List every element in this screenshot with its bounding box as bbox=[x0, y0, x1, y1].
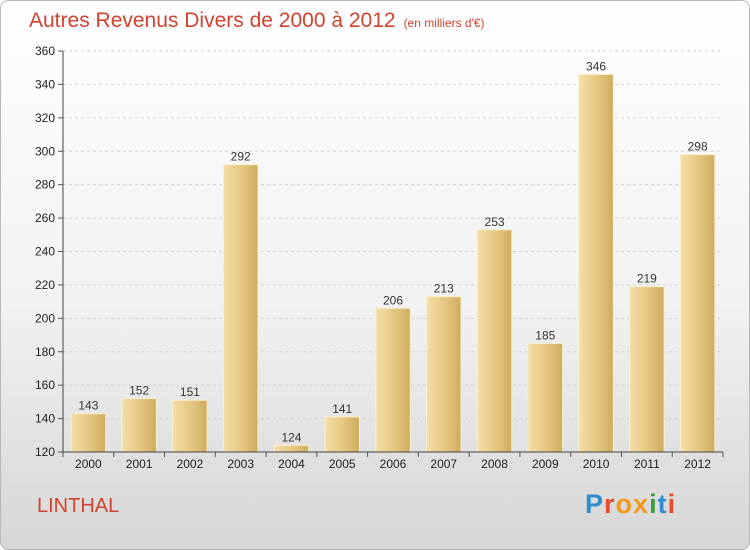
y-tick-label: 260 bbox=[35, 211, 55, 225]
x-tick-label: 2008 bbox=[481, 457, 508, 471]
y-tick-label: 160 bbox=[35, 378, 55, 392]
logo-letter: t bbox=[657, 489, 668, 519]
labels: 120 140 160 180 200 220 240 260 280 300 320 340 360 1… bbox=[35, 44, 711, 471]
y-tick-label: 240 bbox=[35, 245, 55, 259]
bar-2002 bbox=[172, 399, 208, 453]
bar-2012 bbox=[679, 154, 716, 453]
logo-letter: i bbox=[649, 489, 658, 519]
logo-letter: o bbox=[615, 489, 634, 519]
bar-value-label: 213 bbox=[434, 282, 454, 296]
bar-value-label: 253 bbox=[485, 215, 505, 229]
y-tick-label: 120 bbox=[35, 445, 55, 459]
y-tick-label: 300 bbox=[35, 144, 55, 158]
y-tick-label: 340 bbox=[35, 77, 55, 91]
logo-letter: x bbox=[633, 489, 650, 519]
bar-value-label: 206 bbox=[383, 293, 403, 307]
bar-value-label: 219 bbox=[637, 272, 657, 286]
bar-value-label: 141 bbox=[332, 402, 352, 416]
axes bbox=[58, 50, 724, 457]
bar-2000 bbox=[70, 413, 107, 453]
bar-2010 bbox=[578, 73, 614, 453]
bar-2007 bbox=[426, 296, 462, 453]
x-tick-label: 2006 bbox=[380, 457, 407, 471]
x-tick-label: 2001 bbox=[126, 457, 153, 471]
x-tick-label: 2012 bbox=[684, 457, 711, 471]
bar-value-label: 185 bbox=[535, 328, 555, 342]
bar-2006 bbox=[375, 307, 411, 453]
chart-title-text: Autres Revenus Divers de 2000 à 2012 bbox=[29, 9, 396, 32]
x-tick-label: 2003 bbox=[227, 457, 254, 471]
x-tick-label: 2010 bbox=[583, 457, 610, 471]
y-tick-label: 360 bbox=[35, 44, 55, 58]
bar-value-label: 346 bbox=[586, 59, 606, 73]
bars bbox=[70, 73, 716, 453]
place-name: LINTHAL bbox=[37, 495, 120, 517]
chart-subtitle: (en milliers d'€) bbox=[403, 16, 485, 30]
bar-2003 bbox=[222, 164, 259, 453]
bar-2004 bbox=[273, 444, 310, 453]
logo-letter: i bbox=[667, 489, 677, 519]
x-tick-label: 2009 bbox=[532, 457, 559, 471]
x-tick-label: 2007 bbox=[430, 457, 457, 471]
bar-2008 bbox=[476, 229, 513, 453]
bar-value-label: 152 bbox=[129, 384, 149, 398]
bar-value-label: 124 bbox=[281, 430, 301, 444]
chart-title: Autres Revenus Divers de 2000 à 2012 (en … bbox=[29, 9, 485, 33]
proxiti-logo: Proxiti bbox=[585, 489, 676, 520]
bar-value-label: 292 bbox=[231, 150, 251, 164]
bar-value-label: 143 bbox=[78, 399, 98, 413]
x-tick-label: 2005 bbox=[329, 457, 356, 471]
x-tick-label: 2011 bbox=[634, 457, 660, 471]
bar-2001 bbox=[121, 398, 157, 453]
bar-value-label: 298 bbox=[688, 140, 708, 154]
bar-2009 bbox=[527, 342, 564, 453]
y-tick-label: 200 bbox=[35, 311, 55, 325]
y-tick-label: 140 bbox=[35, 412, 55, 426]
bar-2005 bbox=[324, 416, 360, 453]
x-tick-label: 2004 bbox=[278, 457, 305, 471]
y-tick-label: 220 bbox=[35, 278, 55, 292]
y-tick-label: 320 bbox=[35, 111, 55, 125]
bar-2011 bbox=[629, 286, 665, 453]
logo-letter: r bbox=[604, 489, 616, 519]
x-tick-label: 2000 bbox=[75, 457, 102, 471]
y-tick-label: 180 bbox=[35, 345, 55, 359]
logo-letter: P bbox=[585, 489, 605, 519]
bar-value-label: 151 bbox=[180, 385, 200, 399]
x-tick-label: 2002 bbox=[177, 457, 204, 471]
y-tick-label: 280 bbox=[35, 178, 55, 192]
